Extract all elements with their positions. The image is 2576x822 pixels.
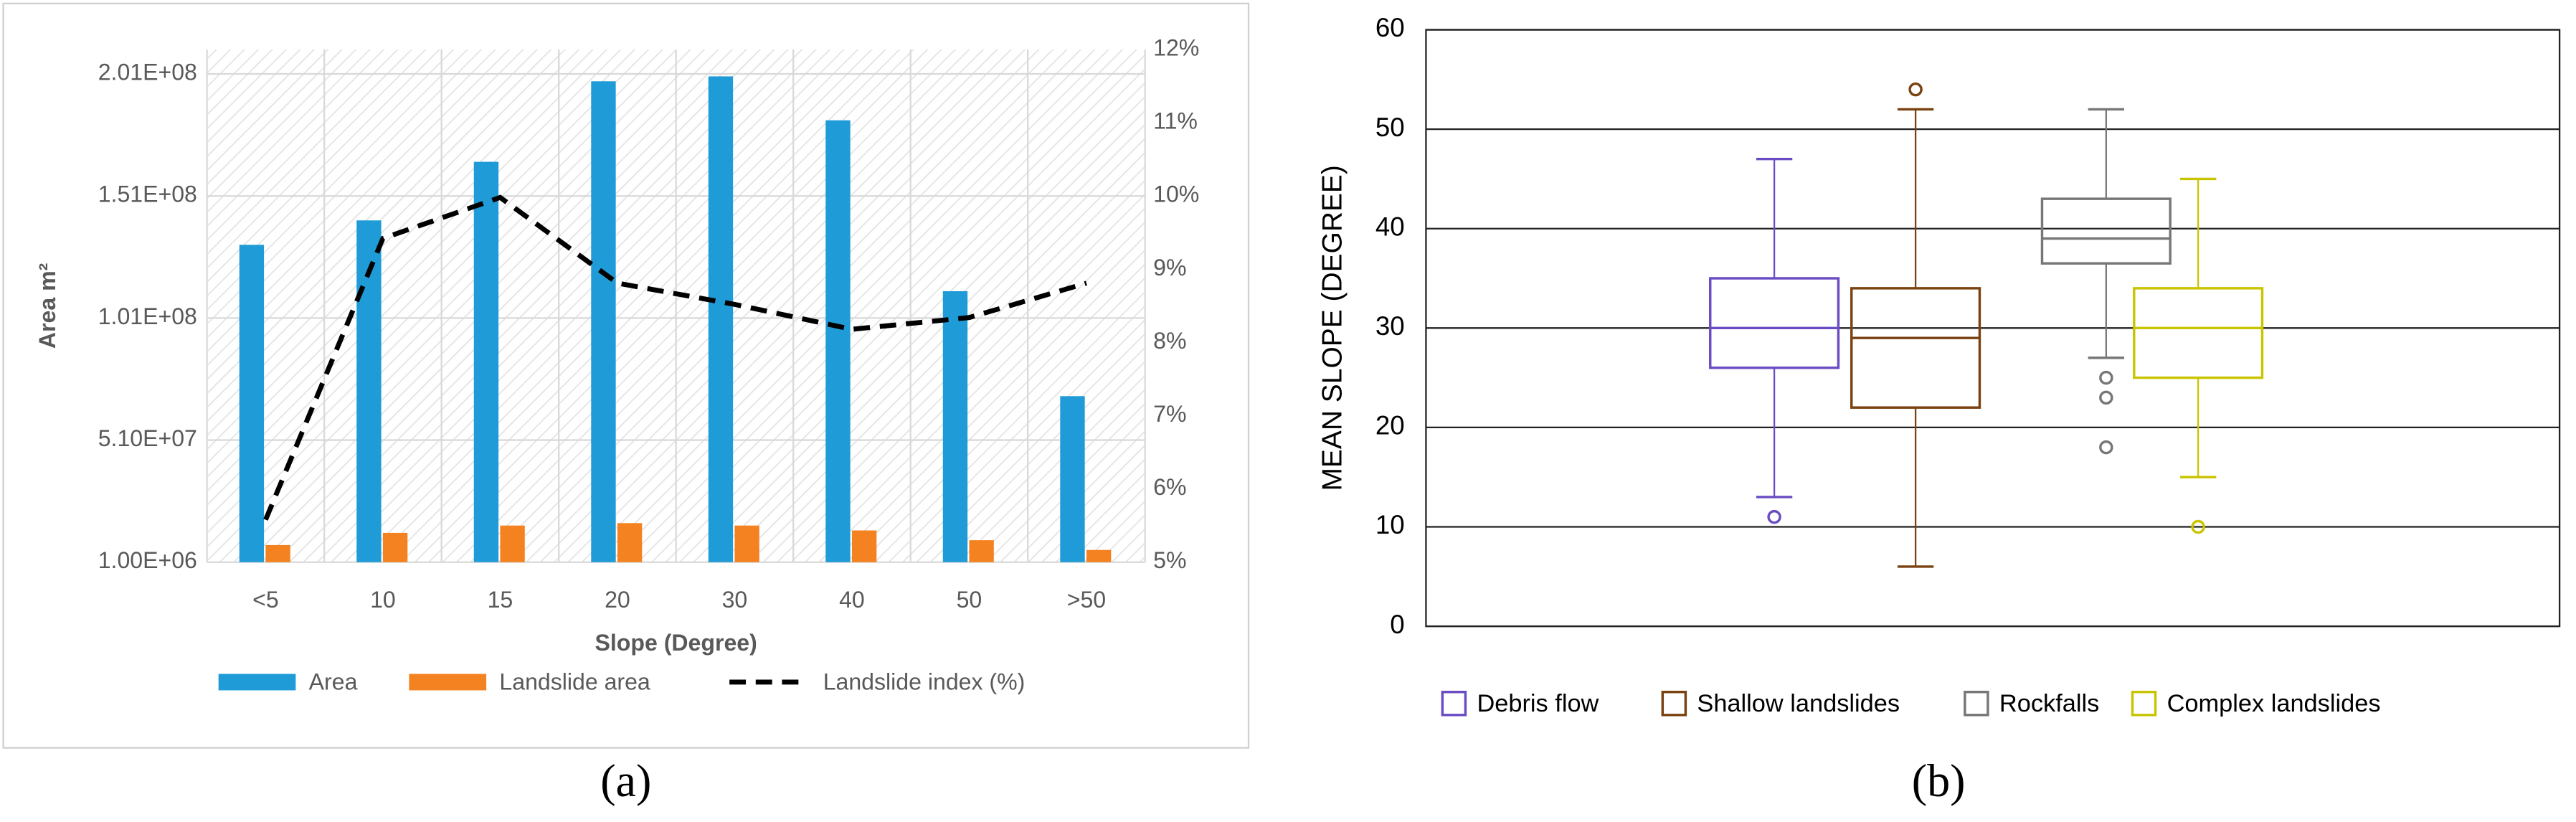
- x-tick-label: 15: [488, 587, 513, 613]
- bar: [500, 525, 525, 562]
- x-tick-label: >50: [1067, 587, 1106, 613]
- legend-label: Complex landslides: [2167, 690, 2381, 717]
- bar: [239, 245, 265, 562]
- y-tick-label: 2.01E+08: [98, 60, 197, 85]
- chart-b: 0 10 20 30 40 50 60 MEAN SLOPE (DEGREE) Debris f…: [1317, 13, 2561, 806]
- x-tick-label: <5: [252, 587, 279, 613]
- panel-label: (b): [1912, 755, 1966, 806]
- bar: [734, 525, 759, 562]
- legend-swatch: [409, 674, 487, 691]
- y-axis-title: Area m²: [34, 263, 60, 349]
- outlier: [2099, 440, 2113, 455]
- bar: [969, 540, 994, 562]
- outlier: [2191, 519, 2205, 534]
- y-tick-label: 0: [1390, 610, 1404, 639]
- y2-tick-label: 6%: [1153, 474, 1186, 500]
- legend-swatch: [1441, 691, 1467, 717]
- legend-swatch: [2131, 691, 2157, 717]
- y2-tick-label: 12%: [1153, 34, 1199, 60]
- bar: [1060, 396, 1085, 562]
- bar: [617, 523, 643, 562]
- box: [2040, 197, 2172, 265]
- legend-label: Landslide index (%): [823, 669, 1026, 695]
- legend-label: Debris flow: [1477, 690, 1599, 717]
- y-tick-label: 1.51E+08: [98, 181, 197, 207]
- y-axis-title: MEAN SLOPE (DEGREE): [1317, 165, 1348, 491]
- y-tick-label: 5.10E+07: [98, 425, 197, 451]
- bar: [825, 120, 851, 562]
- outlier: [1767, 509, 1781, 524]
- y-tick-label: 1.01E+08: [98, 303, 197, 329]
- x-tick-label: 40: [839, 587, 865, 613]
- legend-label: Area: [309, 669, 358, 695]
- bar: [382, 532, 408, 562]
- y-tick-label: 1.00E+06: [98, 547, 197, 573]
- panel-label: (a): [600, 755, 651, 806]
- y2-tick-label: 10%: [1153, 181, 1199, 207]
- box: [2133, 287, 2264, 379]
- bar: [1086, 549, 1112, 562]
- y-tick-label: 30: [1375, 311, 1405, 341]
- outlier: [2099, 370, 2113, 385]
- bar: [473, 161, 499, 562]
- bar: [265, 544, 290, 562]
- bar: [942, 290, 968, 562]
- y-tick-label: 10: [1375, 510, 1405, 539]
- x-tick-label: 20: [605, 587, 630, 613]
- legend-swatch: [1964, 691, 1989, 717]
- y-tick-label: 20: [1375, 411, 1405, 440]
- outlier: [2099, 390, 2113, 405]
- x-tick-label: 30: [722, 587, 748, 613]
- x-tick-label: 10: [370, 587, 396, 613]
- y-tick-label: 60: [1375, 13, 1405, 42]
- x-axis-title: Slope (Degree): [595, 630, 757, 656]
- bar: [851, 530, 877, 562]
- y2-tick-label: 5%: [1153, 547, 1186, 573]
- outlier: [1908, 82, 1923, 97]
- box: [1850, 287, 1981, 409]
- y2-tick-label: 8%: [1153, 328, 1186, 354]
- chart-a: 1.00E+06 5.10E+07 1.01E+08 1.51E+08 2.01E+08…: [34, 34, 1199, 806]
- y2-tick-label: 11%: [1153, 108, 1198, 134]
- legend-label: Rockfalls: [1999, 690, 2099, 717]
- legend-label: Landslide area: [499, 669, 650, 695]
- y2-tick-label: 7%: [1153, 401, 1186, 427]
- box: [1709, 277, 1840, 369]
- y-tick-label: 40: [1375, 212, 1405, 241]
- bar: [591, 81, 616, 562]
- legend-swatch: [218, 674, 296, 691]
- line: [263, 194, 1087, 521]
- y-tick-label: 50: [1375, 113, 1405, 142]
- legend-swatch: [1661, 691, 1687, 717]
- plot-frame: [1425, 29, 2561, 628]
- x-tick-label: 50: [957, 587, 982, 613]
- y2-tick-label: 9%: [1153, 255, 1186, 280]
- bar: [708, 76, 734, 562]
- legend-label: Shallow landslides: [1697, 690, 1900, 717]
